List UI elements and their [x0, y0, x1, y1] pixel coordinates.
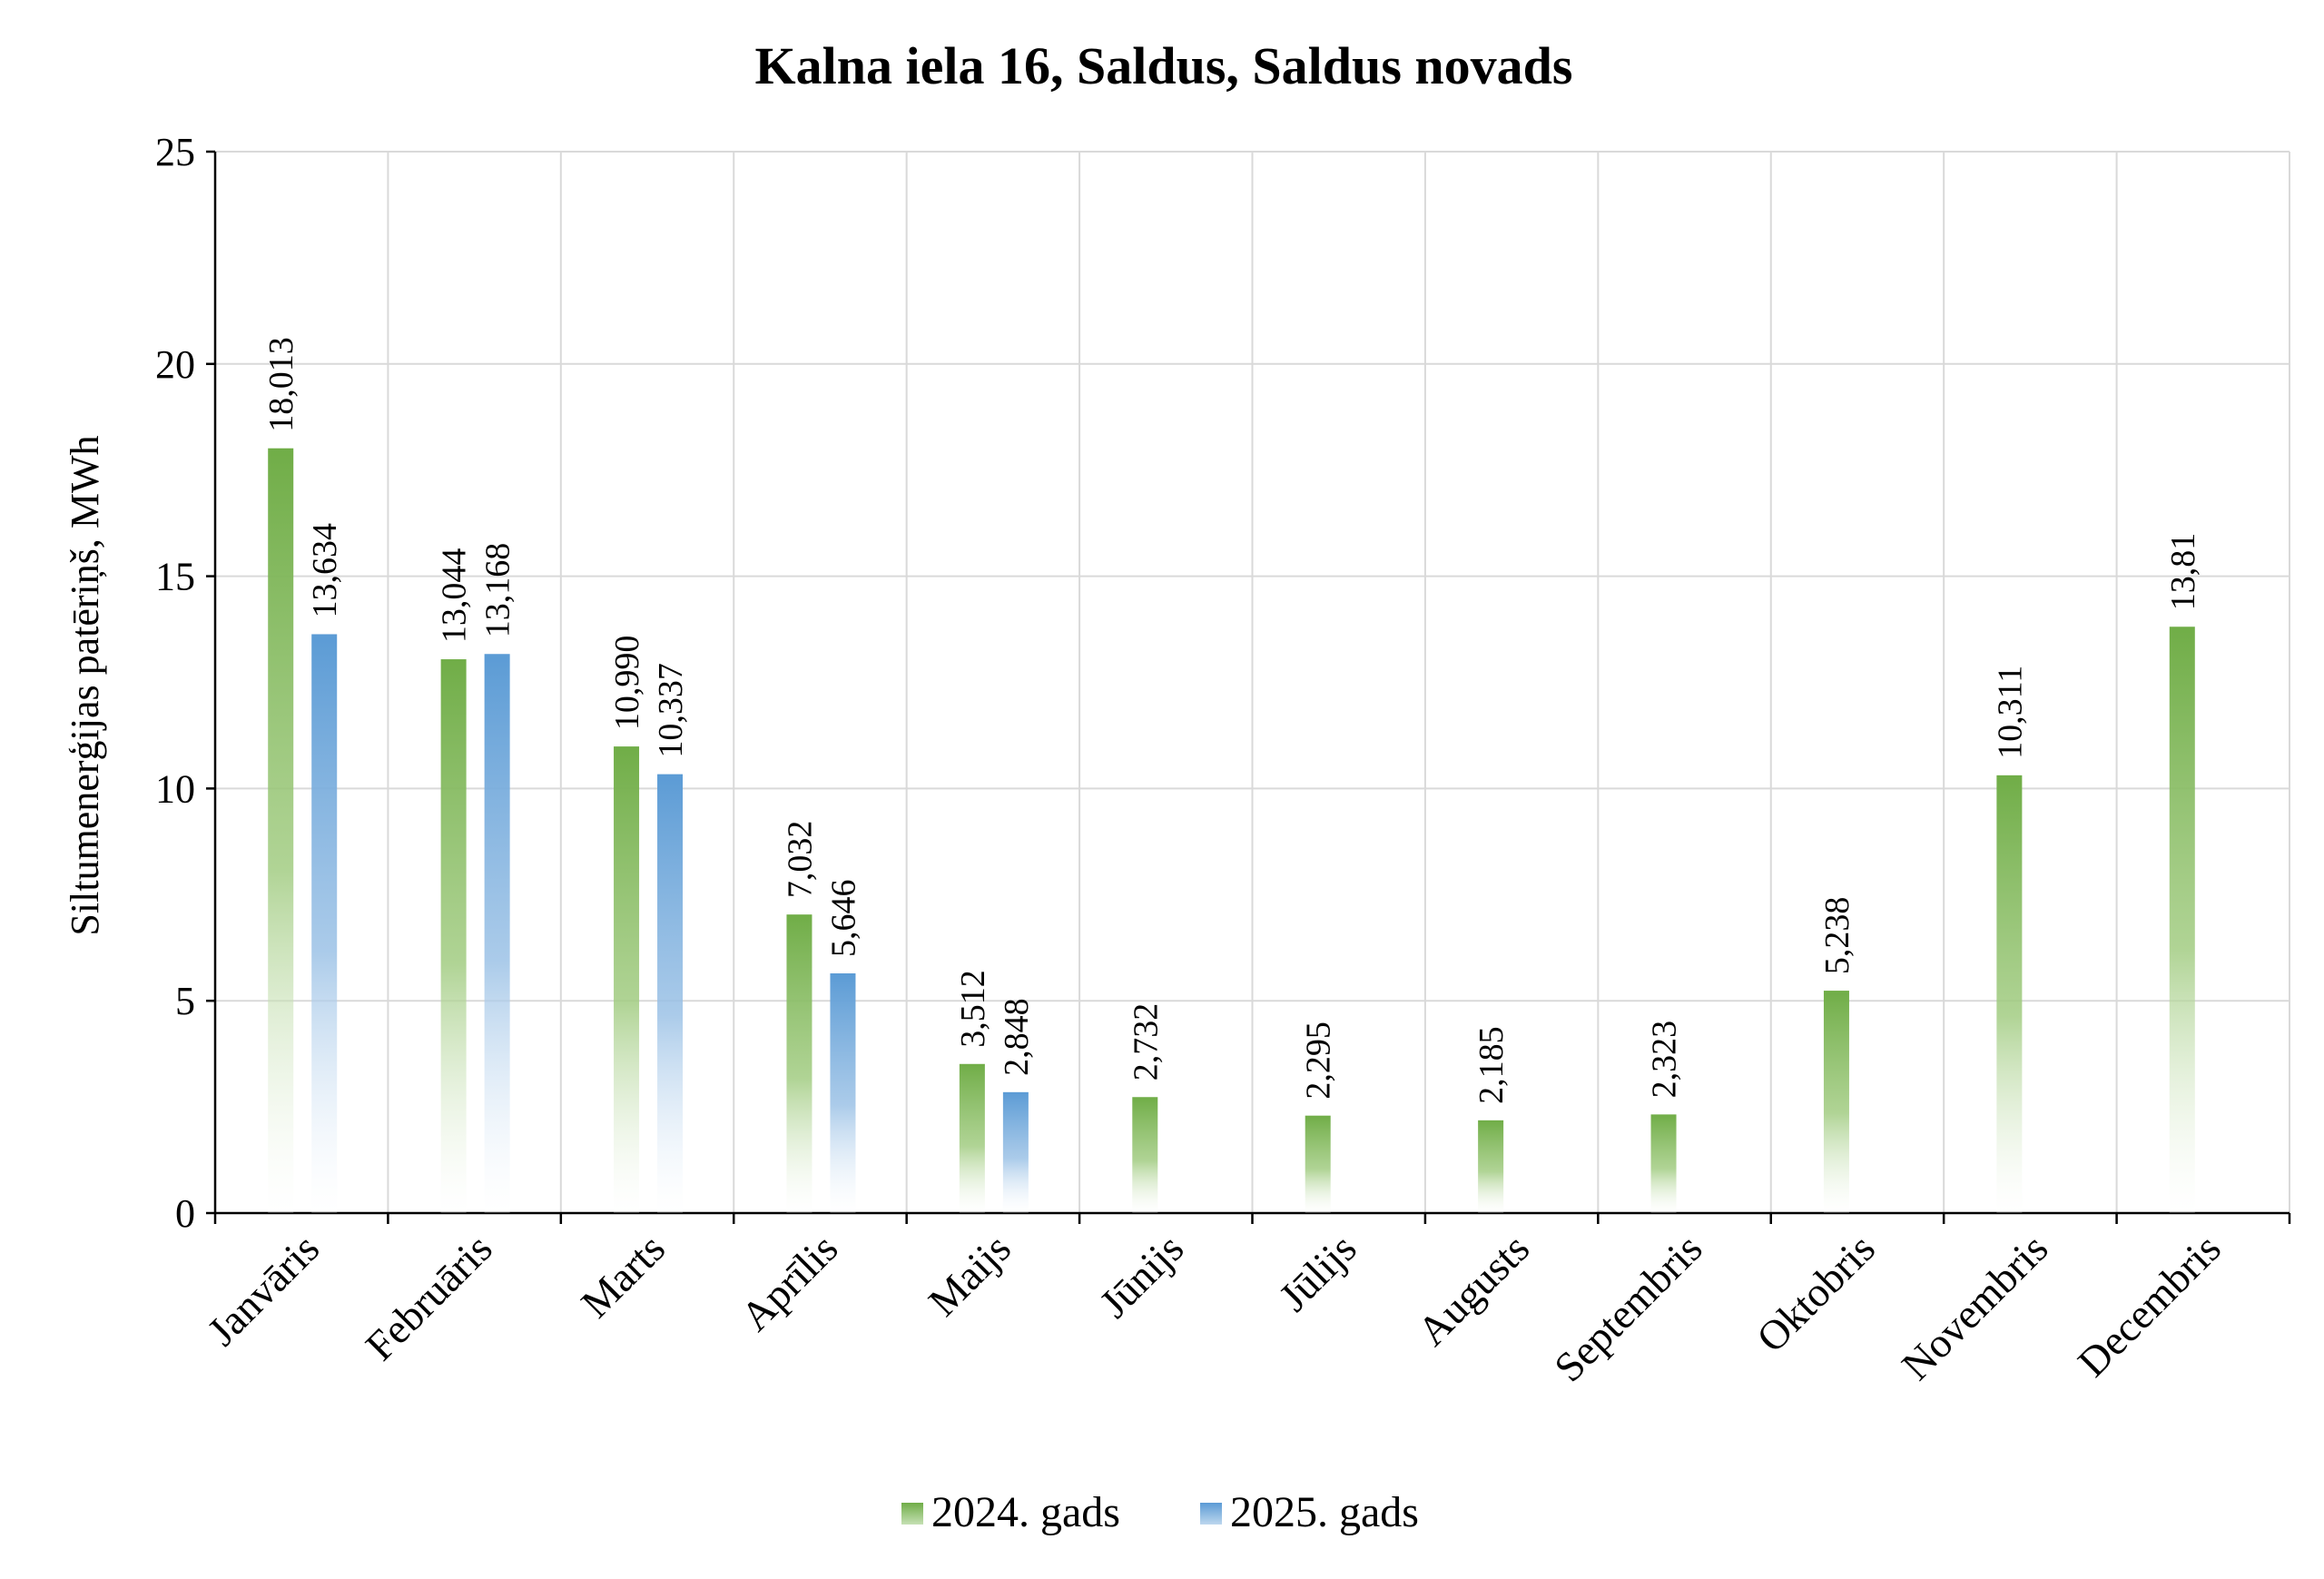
bar	[311, 634, 338, 1213]
x-category-label: Decembris	[2069, 1225, 2230, 1386]
bar	[1823, 991, 1849, 1213]
x-axis-categories: Janvāris Februāris Marts Aprīlis Maijs Jūnijs…	[199, 1225, 2230, 1390]
x-category-label: Jūnijs	[1090, 1225, 1192, 1327]
axes	[206, 150, 2291, 1224]
data-labels: 18,013 13,044 10,990 7,032 3,512 2,732 2,295 2,…	[262, 337, 2202, 1104]
bar	[657, 774, 684, 1213]
x-category-label: Janvāris	[199, 1225, 329, 1355]
x-category-label: Septembris	[1545, 1225, 1710, 1390]
data-label: 5,646	[824, 879, 862, 957]
x-category-label: Aprīlis	[732, 1225, 846, 1339]
y-tick-label: 0	[175, 1191, 195, 1236]
x-category-label: Maijs	[920, 1225, 1019, 1325]
y-tick-label: 5	[175, 979, 195, 1023]
data-label: 2,185	[1472, 1026, 1511, 1104]
data-label: 13,634	[306, 523, 344, 618]
bar	[786, 914, 812, 1213]
data-label: 10,311	[1991, 666, 2029, 759]
bar	[1996, 775, 2023, 1213]
y-tick-label: 15	[155, 555, 195, 599]
bar	[1478, 1120, 1504, 1213]
gridlines	[215, 151, 2290, 1213]
data-label: 2,732	[1127, 1003, 1165, 1081]
bar	[484, 654, 510, 1213]
x-category-label: Novembris	[1893, 1225, 2057, 1389]
x-category-label: Augusts	[1408, 1225, 1538, 1355]
legend-entry: 2024. gads	[931, 1488, 1120, 1536]
data-label: 10,990	[608, 636, 646, 731]
y-axis-ticks: 0 5 10 15 20 25	[155, 130, 195, 1236]
legend: 2024. gads 2025. gads	[901, 1488, 1419, 1536]
legend-swatch	[1200, 1503, 1222, 1525]
legend-swatch	[901, 1503, 923, 1525]
x-category-label: Marts	[572, 1225, 674, 1327]
data-label: 13,044	[436, 548, 474, 644]
legend-entry: 2025. gads	[1230, 1488, 1419, 1536]
bar	[1002, 1091, 1029, 1213]
bar	[1305, 1115, 1331, 1213]
bars	[268, 448, 2195, 1213]
x-category-label: Jūlijs	[1270, 1225, 1365, 1320]
data-label: 5,238	[1818, 897, 1856, 975]
data-label: 3,512	[954, 970, 992, 1048]
y-tick-label: 20	[155, 342, 195, 387]
bar	[1132, 1097, 1158, 1213]
chart-title: Kalna iela 16, Saldus, Saldus novads	[755, 36, 1573, 95]
data-label: 2,295	[1300, 1021, 1338, 1100]
bar	[614, 746, 640, 1213]
bar	[440, 659, 467, 1213]
bar	[2169, 627, 2195, 1213]
x-category-label: Februāris	[357, 1225, 501, 1369]
data-label: 2,848	[998, 998, 1036, 1076]
data-label: 10,337	[652, 663, 690, 758]
data-label: 13,168	[479, 543, 517, 638]
x-category-label: Oktobris	[1748, 1225, 1884, 1361]
bar	[268, 448, 294, 1213]
data-label: 2,323	[1646, 1021, 1684, 1099]
y-axis-label: Siltumenerģijas patēriņš, MWh	[63, 435, 107, 935]
y-tick-label: 10	[155, 766, 195, 811]
y-tick-label: 25	[155, 130, 195, 174]
data-label: 13,81	[2164, 533, 2202, 611]
data-label: 7,032	[781, 821, 819, 899]
bar	[830, 972, 856, 1213]
bar	[959, 1063, 985, 1213]
bar	[1650, 1114, 1677, 1213]
data-label: 18,013	[262, 337, 300, 432]
